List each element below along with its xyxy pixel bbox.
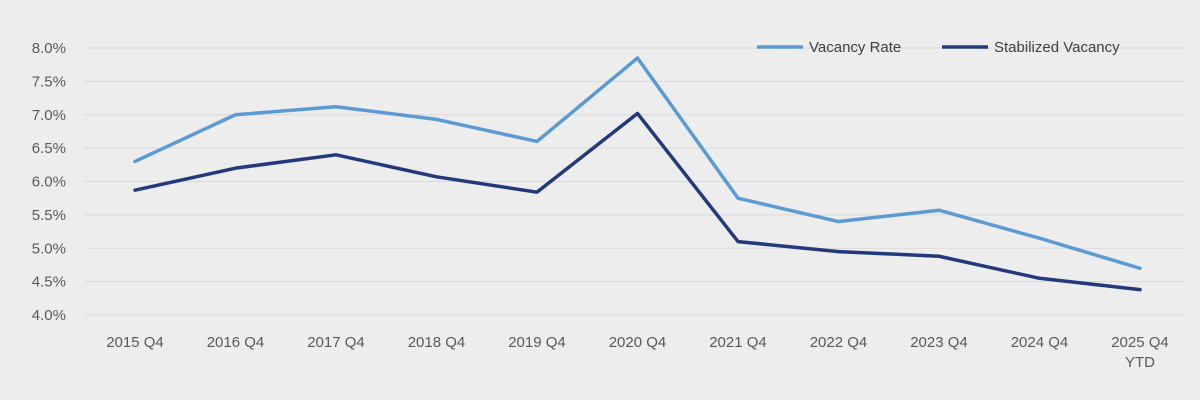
legend: Vacancy Rate Stabilized Vacancy — [757, 39, 1120, 56]
y-tick-label: 7.5% — [32, 73, 66, 90]
y-axis: 4.0% 4.5% 5.0% 5.5% 6.0% 6.5% 7.0% 7.5% 8.0% — [32, 40, 66, 324]
y-tick-label: 8.0% — [32, 40, 66, 57]
x-tick-label: 2021 Q4 — [709, 334, 767, 351]
y-tick-label: 6.0% — [32, 174, 66, 191]
x-tick-label: 2020 Q4 — [609, 334, 667, 351]
x-tick-label: 2018 Q4 — [408, 334, 466, 351]
x-tick-label: 2023 Q4 — [910, 334, 968, 351]
series-line-stabilized-vacancy — [133, 111, 1142, 292]
x-tick-label: 2024 Q4 — [1011, 334, 1069, 351]
x-tick-label: 2017 Q4 — [307, 334, 365, 351]
legend-label: Vacancy Rate — [809, 39, 901, 56]
y-tick-label: 5.0% — [32, 240, 66, 257]
x-tick-label: 2025 Q4 YTD — [1111, 334, 1169, 371]
y-tick-label: 4.5% — [32, 274, 66, 291]
x-tick-label: 2016 Q4 — [207, 334, 265, 351]
y-tick-label: 4.0% — [32, 307, 66, 324]
gridlines — [85, 47, 1185, 316]
y-tick-label: 6.5% — [32, 140, 66, 157]
y-tick-label: 7.0% — [32, 107, 66, 124]
legend-label: Stabilized Vacancy — [994, 39, 1120, 56]
x-tick-label: 2015 Q4 — [106, 334, 164, 351]
y-tick-label: 5.5% — [32, 207, 66, 224]
series-line-vacancy-rate — [133, 56, 1142, 271]
x-tick-label: 2019 Q4 — [508, 334, 566, 351]
series-lines — [133, 56, 1142, 292]
x-tick-label: 2022 Q4 — [810, 334, 868, 351]
x-axis: 2015 Q4 2016 Q4 2017 Q4 2018 Q4 2019 Q4 2020 … — [106, 334, 1169, 371]
